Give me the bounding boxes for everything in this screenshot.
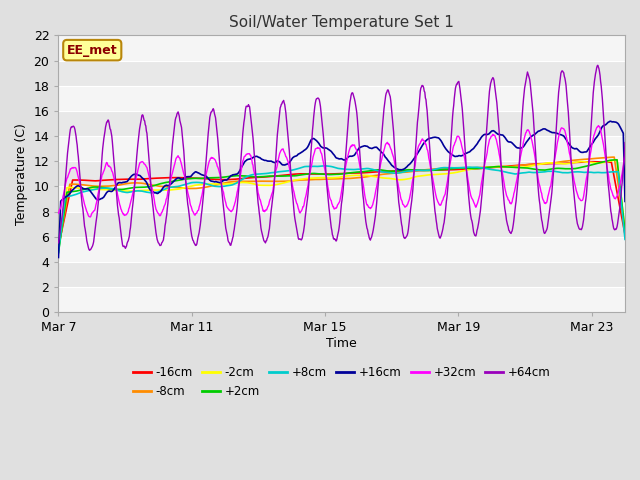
Bar bbox=[58, 212, 625, 237]
Bar bbox=[58, 287, 625, 312]
Bar bbox=[58, 36, 625, 60]
Bar bbox=[58, 86, 625, 111]
Text: EE_met: EE_met bbox=[67, 44, 118, 57]
Bar bbox=[58, 161, 625, 187]
Legend: -16cm, -8cm, -2cm, +2cm, +8cm, +16cm, +32cm, +64cm: -16cm, -8cm, -2cm, +2cm, +8cm, +16cm, +3… bbox=[128, 361, 556, 403]
Bar bbox=[58, 136, 625, 161]
Bar bbox=[58, 187, 625, 212]
Bar bbox=[58, 262, 625, 287]
Title: Soil/Water Temperature Set 1: Soil/Water Temperature Set 1 bbox=[229, 15, 454, 30]
X-axis label: Time: Time bbox=[326, 337, 357, 350]
Y-axis label: Temperature (C): Temperature (C) bbox=[15, 123, 28, 225]
Bar bbox=[58, 237, 625, 262]
Bar bbox=[58, 111, 625, 136]
Bar bbox=[58, 60, 625, 86]
